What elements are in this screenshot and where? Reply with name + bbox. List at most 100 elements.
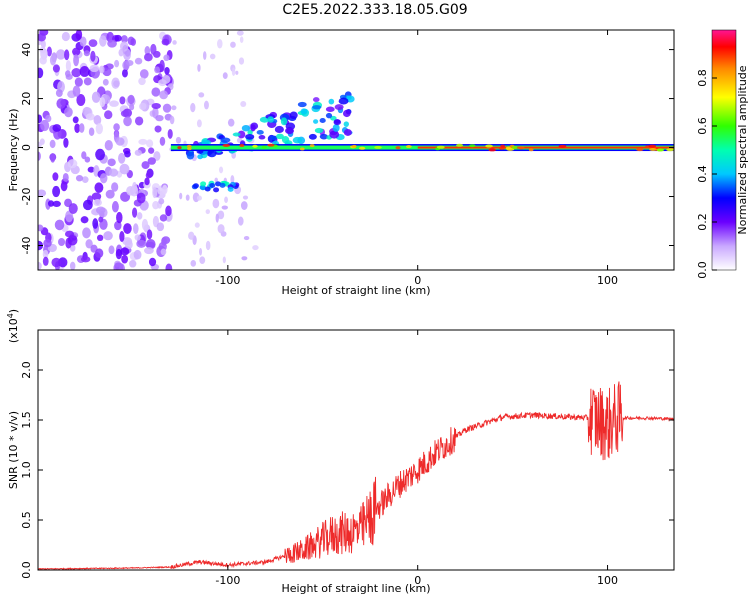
heatmap-cell	[129, 260, 137, 268]
heatmap-cell	[120, 110, 130, 117]
heatmap-cell	[204, 186, 211, 192]
heatmap-cell	[119, 163, 130, 175]
heatmap-cell	[241, 256, 248, 261]
heatmap-cell	[151, 102, 161, 110]
heatmap-cell	[213, 187, 220, 193]
heatmap-cell	[87, 166, 95, 173]
heatmap-cell	[230, 41, 236, 48]
heatmap-cell	[46, 46, 52, 57]
heatmap-cell	[243, 236, 250, 241]
heatmap-cell	[120, 35, 128, 43]
heatmap-cell	[99, 173, 108, 184]
heatmap-cell	[312, 105, 322, 110]
colorbar-axes: 0.0 0.2 0.4 0.6 0.8	[696, 69, 717, 279]
heatmap-cell	[312, 97, 320, 103]
heatmap-cell	[74, 77, 83, 87]
heatmap-cell	[146, 229, 153, 240]
heatmap-cell	[198, 92, 205, 98]
heatmap-cell	[95, 206, 106, 215]
heatmap-cell	[111, 182, 119, 192]
heatmap-cell	[309, 144, 315, 148]
heatmap-cell	[186, 151, 195, 160]
heatmap-cell	[76, 93, 86, 106]
spectrogram-ytick-label: -20	[20, 188, 33, 206]
snr-xlabel: Height of straight line (km)	[281, 582, 430, 595]
heatmap-cell	[186, 144, 192, 148]
heatmap-cell	[42, 256, 49, 266]
spectrogram-xlabel: Height of straight line (km)	[281, 284, 430, 297]
heatmap-cell	[648, 144, 656, 148]
heatmap-cell	[159, 90, 169, 100]
heatmap-cell	[227, 118, 235, 127]
heatmap-cell	[91, 91, 101, 103]
heatmap-cell	[179, 192, 183, 200]
heatmap-cell	[79, 123, 85, 133]
heatmap-cell	[240, 201, 248, 210]
heatmap-cell	[120, 41, 129, 52]
heatmap-cell	[42, 249, 49, 259]
heatmap-cell	[488, 148, 497, 152]
heatmap-cell	[155, 114, 164, 122]
spectrogram-axes: -100 0 100 -40 -20 0 20 40	[20, 30, 674, 287]
heatmap-cell	[38, 114, 43, 124]
heatmap-cell	[138, 138, 148, 145]
snr-axes: -100 0 100 0.0 0.5 1.0 1.5 2.0	[20, 330, 674, 587]
heatmap-cell	[134, 57, 143, 65]
heatmap-cell	[124, 150, 131, 158]
heatmap-cell	[196, 119, 202, 128]
heatmap-cell	[165, 263, 173, 270]
heatmap-cell	[214, 181, 221, 187]
heatmap-cell	[65, 70, 71, 78]
heatmap-cell	[314, 127, 324, 134]
heatmap-cell	[52, 200, 61, 208]
spectrogram-ytick-label: 20	[20, 92, 33, 106]
heatmap-cell	[218, 166, 224, 174]
heatmap-cell	[144, 46, 151, 56]
heatmap-cell	[528, 148, 534, 152]
heatmap-cell	[58, 237, 66, 247]
heatmap-cell	[274, 125, 284, 133]
heatmap-cell	[55, 89, 63, 98]
heatmap-cell	[172, 40, 177, 45]
heatmap-cell	[105, 189, 115, 199]
heatmap-cell	[194, 222, 200, 228]
heatmap-cell	[144, 177, 150, 186]
heatmap-cell	[197, 64, 201, 72]
heatmap-cell	[109, 100, 119, 107]
heatmap-cell	[90, 50, 96, 62]
heatmap-cell	[52, 64, 60, 73]
heatmap-cell	[220, 137, 231, 143]
heatmap-cell	[209, 182, 216, 188]
heatmap-cell	[230, 175, 235, 184]
heatmap-cell	[102, 78, 109, 86]
heatmap-cell	[75, 174, 84, 182]
heatmap-cell	[258, 135, 266, 140]
heatmap-cell	[99, 65, 105, 74]
spectrogram-ylabel: Frequency (Hz)	[7, 109, 20, 192]
heatmap-cell	[517, 146, 525, 150]
heatmap-cell	[500, 144, 505, 148]
heatmap-cell	[267, 143, 275, 147]
heatmap-cell	[120, 247, 130, 256]
heatmap-cell	[94, 182, 104, 193]
heatmap-cell	[332, 123, 340, 132]
heatmap-cell	[81, 176, 89, 184]
heatmap-cell	[79, 36, 87, 47]
heatmap-cell	[67, 235, 78, 246]
heatmap-cell	[558, 144, 567, 148]
heatmap-cell	[252, 245, 259, 251]
heatmap-cell	[217, 210, 225, 220]
heatmap-cell	[276, 133, 284, 140]
heatmap-cell	[88, 127, 95, 136]
heatmap-cell	[187, 147, 192, 151]
heatmap-cell	[136, 239, 147, 248]
heatmap-cell	[343, 121, 349, 127]
heatmap-cell	[52, 124, 62, 132]
heatmap-cell	[221, 205, 229, 210]
heatmap-cell	[147, 157, 156, 165]
heatmap-cell	[192, 183, 199, 189]
heatmap-cell	[122, 68, 128, 78]
snr-ytick-label: 1.5	[20, 411, 33, 429]
heatmap-cell	[129, 103, 135, 111]
